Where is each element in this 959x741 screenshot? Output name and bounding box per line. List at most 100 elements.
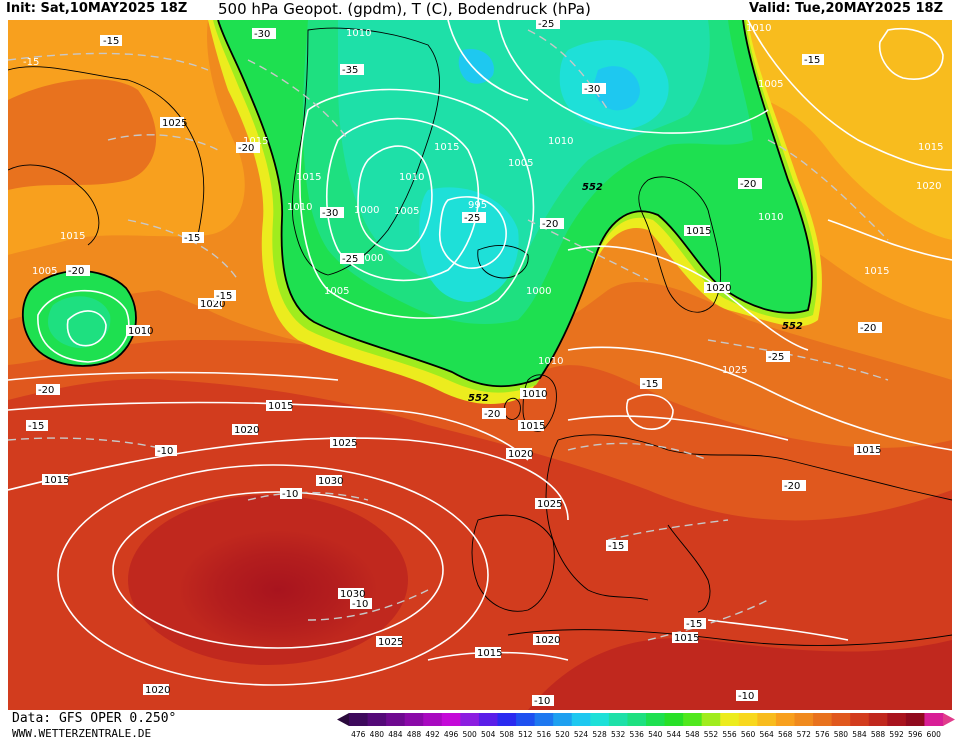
temperature-label: -10 (534, 696, 550, 707)
pressure-label: 1010 (746, 23, 771, 34)
scale-swatch (534, 713, 554, 726)
pressure-label: 1010 (128, 326, 153, 337)
scale-swatch (460, 713, 480, 726)
scale-swatch (868, 713, 888, 726)
pressure-label: 1010 (522, 389, 547, 400)
temperature-label: -20 (740, 179, 756, 190)
color-scale: 476 480 484 488 492 496 500 504 508 512 516 520 524 5… (337, 713, 955, 741)
scale-swatch (905, 713, 925, 726)
pressure-label: 1000 (526, 286, 551, 297)
scale-tick-label: 516 (537, 730, 552, 739)
scale-tick-label: 572 (797, 730, 812, 739)
scale-tick-label: 480 (370, 730, 385, 739)
temperature-label: -20 (784, 481, 800, 492)
scale-tick-label: 576 (815, 730, 830, 739)
temperature-label: -25 (768, 352, 784, 363)
temperature-label: -15 (216, 291, 232, 302)
scale-tick-label: 500 (462, 730, 477, 739)
pressure-label: 1010 (758, 212, 783, 223)
scale-tick-label: 496 (444, 730, 459, 739)
scale-tick-label: 512 (518, 730, 533, 739)
temperature-label: -15 (103, 36, 119, 47)
temperature-label: -15 (184, 233, 200, 244)
pressure-label: 1015 (520, 421, 545, 432)
scale-swatch (590, 713, 610, 726)
chart-title: 500 hPa Geopot. (gpdm), T (C), Bodendruc… (218, 0, 591, 18)
weather-map-svg: 1020 1010 1005 1025 1015 1015 1010 1015 … (8, 20, 952, 710)
scale-tick-label: 596 (908, 730, 923, 739)
scale-swatch (794, 713, 814, 726)
pressure-label: 1015 (60, 231, 85, 242)
pressure-label: 1015 (477, 648, 502, 659)
band-528-south (419, 187, 519, 302)
scale-tick-label: 484 (388, 730, 403, 739)
cutoff-low-inner (48, 296, 111, 348)
scale-tick-label: 564 (759, 730, 774, 739)
scale-swatch (664, 713, 684, 726)
temperature-label: -30 (322, 208, 338, 219)
pressure-label: 1020 (145, 685, 170, 696)
scale-swatch (646, 713, 666, 726)
pressure-label: 1015 (296, 172, 321, 183)
scale-tick-label: 556 (722, 730, 737, 739)
scale-tick-label: 548 (685, 730, 700, 739)
temperature-label: -15 (642, 379, 658, 390)
geopotential-label: 552 (782, 321, 803, 332)
temperature-label: -15 (608, 541, 624, 552)
scale-swatch (924, 713, 944, 726)
pressure-label: 1005 (324, 286, 349, 297)
temperature-label: -10 (352, 599, 368, 610)
scale-tick-label: 532 (611, 730, 626, 739)
scale-swatch (738, 713, 758, 726)
pressure-label: 1020 (916, 181, 941, 192)
temperature-label: -20 (38, 385, 54, 396)
scale-tick-label: 536 (630, 730, 645, 739)
scale-swatch (831, 713, 851, 726)
geopotential-label: 552 (468, 393, 489, 404)
scale-tick-label: 592 (889, 730, 904, 739)
scale-end-arrow (943, 713, 955, 726)
temperature-label: -20 (484, 409, 500, 420)
scale-tick-label: 588 (871, 730, 886, 739)
temperature-label: -20 (860, 323, 876, 334)
scale-swatch (850, 713, 870, 726)
temperature-labels: -15 -15 -30 -35 -25 -30 -20 -20 -15 -15 … (23, 20, 882, 707)
scale-tick-label: 552 (704, 730, 719, 739)
high-core-592 (178, 530, 378, 650)
valid-time: Valid: Tue,20MAY2025 18Z (749, 1, 943, 16)
data-source: Data: GFS OPER 0.250° (12, 711, 177, 726)
scale-swatch (386, 713, 406, 726)
pressure-label: 1025 (162, 118, 187, 129)
scale-swatch (349, 713, 369, 726)
pressure-label: 1020 (200, 299, 225, 310)
pressure-label: 1020 (535, 635, 560, 646)
band-524-core (593, 66, 640, 111)
scale-tick-label: 580 (834, 730, 849, 739)
scale-tick-label: 568 (778, 730, 793, 739)
scale-swatch (441, 713, 461, 726)
pressure-label: 1015 (918, 142, 943, 153)
scale-tick-label: 600 (927, 730, 942, 739)
pressure-label: 1015 (686, 226, 711, 237)
pressure-label: 1015 (268, 401, 293, 412)
pressure-label: 1005 (508, 158, 533, 169)
pressure-label: 1010 (548, 136, 573, 147)
isobars (8, 20, 952, 686)
pressure-label: 1015 (44, 475, 69, 486)
temperature-label: -20 (68, 266, 84, 277)
scale-swatch (516, 713, 536, 726)
scale-swatch (553, 713, 573, 726)
temperature-label: -30 (254, 29, 270, 40)
scale-swatch (813, 713, 833, 726)
scale-start-arrow (337, 713, 349, 726)
temperature-label: -15 (686, 619, 702, 630)
map-footer: Data: GFS OPER 0.250° WWW.WETTERZENTRALE… (0, 710, 959, 741)
temperature-label: -25 (342, 254, 358, 265)
pressure-label: 1000 (358, 253, 383, 264)
pressure-label: 1010 (538, 356, 563, 367)
pressure-label: 1010 (346, 28, 371, 39)
scale-tick-label: 492 (425, 730, 440, 739)
pressure-label: 1020 (234, 425, 259, 436)
scale-tick-label: 528 (592, 730, 607, 739)
scale-tick-label: 504 (481, 730, 496, 739)
